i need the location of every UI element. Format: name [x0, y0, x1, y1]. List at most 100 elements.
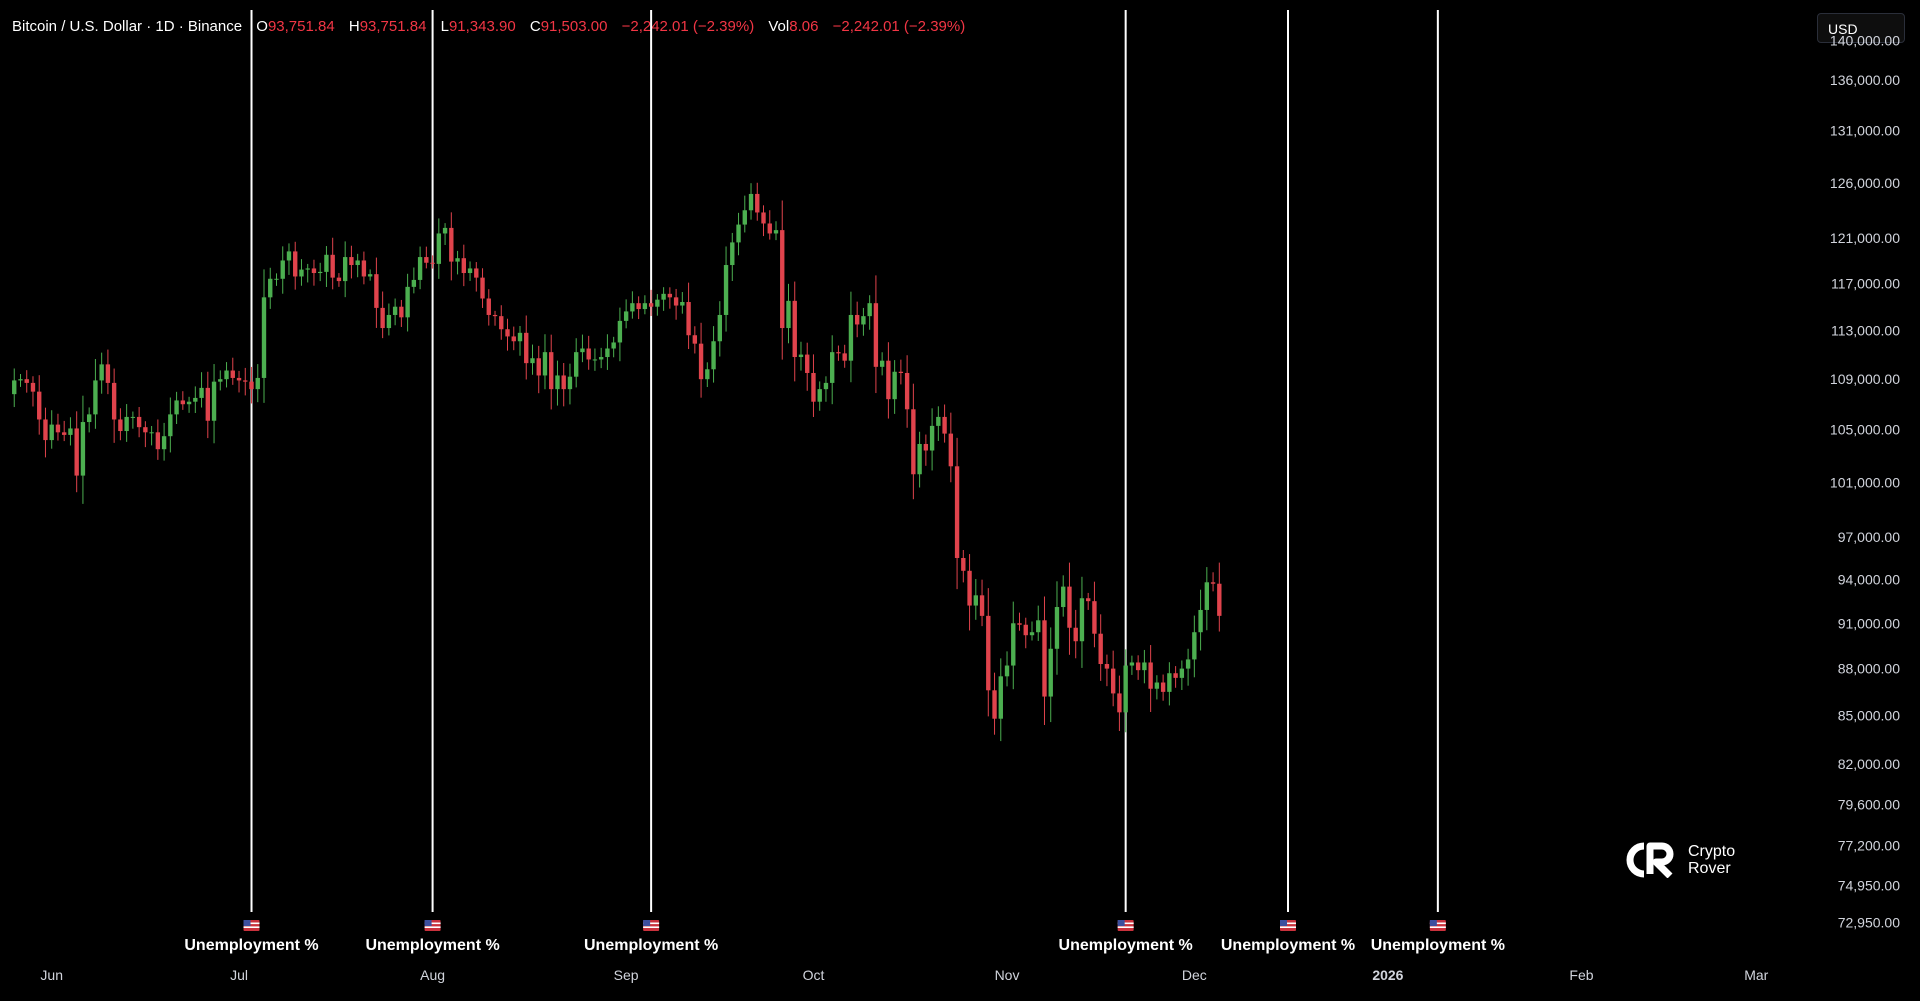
candle-up	[286, 251, 292, 261]
candle-up	[580, 348, 585, 353]
candle-up	[168, 414, 173, 437]
candle-down	[767, 223, 772, 234]
candle-down	[586, 348, 591, 360]
candle-up	[574, 352, 579, 377]
us-flag-icon	[1429, 920, 1446, 931]
event-label: Unemployment %	[365, 937, 499, 954]
candle-down	[205, 387, 210, 421]
candle-up	[680, 302, 685, 306]
change-value: −2,242.01 (−2.39%)	[621, 18, 755, 35]
us-flag-icon	[243, 920, 260, 931]
candle-up	[467, 268, 473, 274]
candle-up	[174, 400, 179, 415]
crypto-rover-logo: Crypto Rover	[1626, 842, 1735, 878]
price-tick-label: 97,000.00	[1838, 529, 1900, 545]
candle-down	[979, 595, 985, 616]
candle-down	[461, 258, 466, 274]
currency-selector[interactable]: USD	[1817, 13, 1905, 43]
price-tick-label: 82,000.00	[1838, 756, 1900, 772]
candle-down	[992, 690, 997, 719]
candle-up	[1204, 582, 1210, 610]
candle-up	[18, 379, 23, 381]
candle-up	[1079, 598, 1085, 642]
flag-stripe	[643, 922, 660, 925]
candle-up	[68, 428, 73, 435]
candle-down	[311, 268, 317, 274]
candle-down	[561, 375, 566, 390]
flag-canton	[643, 920, 651, 926]
candle-up	[99, 364, 104, 381]
candle-up	[736, 224, 741, 243]
candle-up	[617, 320, 623, 343]
candle-up	[255, 377, 260, 390]
candle-down	[780, 230, 785, 329]
candle-down	[1092, 601, 1097, 634]
price-tick-label: 77,200.00	[1838, 838, 1900, 854]
candle-down	[424, 257, 429, 263]
candle-down	[1110, 668, 1116, 694]
flag-stripe	[243, 922, 260, 925]
time-tick-label: 2026	[1372, 967, 1403, 983]
candle-down	[449, 227, 454, 262]
close-value: 91,503.00	[540, 18, 608, 35]
open-value: 93,751.84	[267, 18, 335, 35]
symbol-header: Bitcoin / U.S. Dollar · 1D · Binance O93…	[12, 18, 975, 35]
candle-up	[655, 299, 660, 307]
candle-up	[711, 341, 716, 370]
candle-up	[998, 676, 1003, 719]
candle-up	[823, 382, 829, 390]
candle-up	[261, 297, 267, 378]
candle-down	[105, 364, 111, 383]
flag-stripe	[1280, 926, 1296, 928]
candle-up	[611, 342, 616, 349]
candle-down	[336, 277, 342, 282]
symbol-title[interactable]: Bitcoin / U.S. Dollar · 1D · Binance	[12, 18, 243, 35]
candle-up	[455, 258, 460, 262]
crypto-rover-logo-icon	[1626, 842, 1674, 878]
candle-up	[411, 279, 417, 287]
candle-up	[224, 370, 229, 380]
candle-up	[817, 389, 822, 402]
candle-up	[367, 274, 373, 277]
candle-up	[218, 379, 223, 382]
candle-up	[1198, 609, 1203, 633]
candle-up	[748, 193, 754, 211]
candle-down	[755, 193, 760, 213]
candle-down	[55, 424, 61, 433]
time-tick-label: Jun	[40, 967, 63, 983]
price-tick-label: 94,000.00	[1838, 571, 1900, 587]
candle-up	[318, 271, 323, 274]
candle-down	[536, 358, 541, 376]
candle-up	[661, 293, 666, 300]
flag-stripe	[1117, 922, 1134, 925]
candle-down	[37, 391, 42, 420]
candle-down	[374, 274, 379, 308]
candle-up	[867, 303, 872, 317]
candle-down	[805, 354, 810, 373]
low-label: L	[440, 18, 449, 35]
price-tick-label: 72,950.00	[1838, 914, 1900, 930]
price-tick-label: 105,000.00	[1830, 422, 1900, 438]
flag-stripe	[243, 926, 260, 928]
candle-up	[630, 303, 635, 312]
price-tick-label: 131,000.00	[1830, 123, 1900, 139]
event-label: Unemployment %	[1059, 937, 1193, 954]
candle-up	[324, 254, 329, 272]
candle-down	[673, 297, 679, 306]
high-value: 93,751.84	[359, 18, 427, 35]
candle-up	[442, 227, 448, 234]
price-tick-label: 101,000.00	[1830, 474, 1900, 490]
event-label: Unemployment %	[1371, 937, 1505, 954]
candle-down	[1217, 583, 1222, 616]
candle-up	[936, 416, 941, 426]
price-tick-label: 140,000.00	[1830, 33, 1900, 49]
candle-down	[74, 428, 79, 476]
price-tick-label: 126,000.00	[1830, 175, 1900, 191]
candle-down	[1210, 582, 1216, 584]
time-tick-label: Oct	[803, 967, 825, 983]
candle-down	[1023, 624, 1028, 636]
candle-down	[486, 298, 491, 315]
candle-down	[505, 329, 510, 337]
candle-up	[973, 595, 978, 606]
